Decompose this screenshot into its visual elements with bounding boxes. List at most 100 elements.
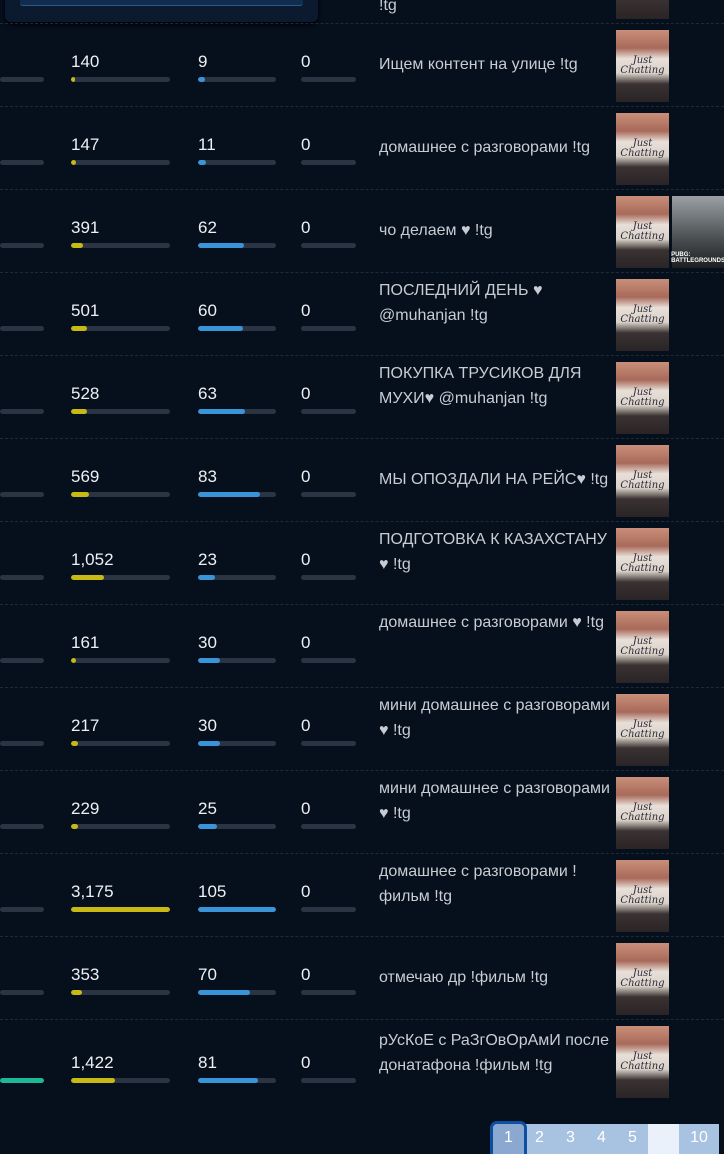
page-button[interactable]: 10	[690, 1129, 708, 1146]
stream-title: мини домашнее с разговорами ♥ !tg	[379, 780, 610, 822]
third-value: 0	[301, 467, 311, 486]
third-bar	[301, 243, 356, 248]
table-row[interactable]: 528 63 0 ПОКУПКА ТРУСИКОВ ДЛЯ МУХИ♥ @muh…	[0, 356, 724, 439]
page-button[interactable]: 4	[597, 1129, 606, 1146]
third-value: 0	[301, 384, 311, 403]
chatters-value: 83	[198, 467, 217, 486]
table-row[interactable]: 140 9 0 Ищем контент на улице !tg Just C…	[0, 24, 724, 107]
table-row[interactable]: 3,175 105 0 домашнее с разговорами ! фил…	[0, 854, 724, 937]
third-bar	[301, 990, 356, 995]
bar-fill	[71, 824, 79, 829]
table-row[interactable]: 161 30 0 домашнее с разговорами ♥ !tg Ju…	[0, 605, 724, 688]
chatters-bar	[198, 160, 276, 165]
views-bar	[71, 409, 170, 414]
table-row[interactable]: 569 83 0 МЫ ОПОЗДАЛИ НА РЕЙС♥ !tg Just C…	[0, 439, 724, 522]
bar-col0	[0, 160, 44, 165]
chatters-bar	[198, 243, 276, 248]
chatters-value: 62	[198, 218, 217, 237]
table-row[interactable]: 1,422 81 0 рУсКоЕ с РаЗгОвОрАмИ после до…	[0, 1020, 724, 1120]
third-value: 0	[301, 301, 311, 320]
views-value: 1,052	[71, 550, 114, 569]
bar-col0	[0, 824, 44, 829]
views-bar	[71, 658, 170, 663]
bar-fill	[71, 160, 76, 165]
bar-fill	[198, 741, 221, 746]
bar-col0	[0, 243, 44, 248]
views-value: 391	[71, 218, 100, 237]
table-row[interactable]: 501 60 0 ПОСЛЕДНИЙ ДЕНЬ ♥ @muhanjan !tg …	[0, 273, 724, 356]
stream-title: ПОКУПКА ТРУСИКОВ ДЛЯ МУХИ♥ @muhanjan !tg	[379, 365, 582, 407]
bar-fill	[198, 658, 221, 663]
bar-fill	[0, 1078, 44, 1083]
category-thumbnail[interactable]: Just Chatting	[616, 445, 669, 517]
category-name: Just Chatting	[620, 719, 665, 740]
views-bar	[71, 990, 170, 995]
page-button[interactable]	[648, 1124, 679, 1154]
views-bar	[71, 824, 170, 829]
category-thumbnail[interactable]: Just Chatting	[616, 196, 669, 268]
bar-fill	[71, 326, 87, 331]
views-value: 140	[71, 52, 100, 71]
third-value: 0	[301, 633, 311, 652]
third-bar	[301, 77, 356, 82]
chatters-bar	[198, 77, 276, 82]
category-thumbnail[interactable]: Just Chatting	[616, 362, 669, 434]
table-row: !tg	[0, 0, 724, 24]
category-thumbnail[interactable]: Just Chatting	[616, 694, 669, 766]
category-thumbnail[interactable]: Just Chatting	[616, 1026, 669, 1098]
views-bar	[71, 741, 170, 746]
stream-title: ПОСЛЕДНИЙ ДЕНЬ ♥ @muhanjan !tg	[379, 282, 543, 324]
stream-title: домашнее с разговорами !tg	[379, 139, 591, 156]
bar-fill	[71, 243, 84, 248]
category-thumbnail[interactable]: Just Chatting	[616, 777, 669, 849]
chatters-value: 25	[198, 799, 217, 818]
bar-col0	[0, 77, 44, 82]
category-thumbnail[interactable]: Just Chatting	[616, 279, 669, 351]
views-value: 1,422	[71, 1053, 114, 1072]
category-name: Just Chatting	[620, 1051, 665, 1072]
bar-fill	[198, 1078, 259, 1083]
third-value: 0	[301, 716, 311, 735]
page-button[interactable]: 1	[490, 1121, 527, 1154]
chatters-bar	[198, 1078, 276, 1083]
third-bar	[301, 1078, 356, 1083]
bar-fill	[71, 741, 78, 746]
table-row[interactable]: 353 70 0 отмечаю др !фильм !tg Just Chat…	[0, 937, 724, 1020]
category-thumbnail[interactable]: Just Chatting	[616, 113, 669, 185]
page-button[interactable]: 5	[628, 1129, 637, 1146]
chatters-value: 30	[198, 633, 217, 652]
dropdown-option[interactable]	[20, 0, 303, 6]
bar-fill	[198, 77, 205, 82]
category-thumbnail[interactable]: Just Chatting	[616, 528, 669, 600]
table-row[interactable]: 1,052 23 0 ПОДГОТОВКА К КАЗАХСТАНУ ♥ !tg…	[0, 522, 724, 605]
views-value: 528	[71, 384, 100, 403]
stream-title: ПОДГОТОВКА К КАЗАХСТАНУ ♥ !tg	[379, 531, 607, 573]
category-thumbnail[interactable]: Just Chatting	[616, 30, 669, 102]
views-bar	[71, 77, 170, 82]
table-row[interactable]: 391 62 0 чо делаем ♥ !tg Just Chatting P…	[0, 190, 724, 273]
category-thumbnail[interactable]: Just Chatting	[616, 943, 669, 1015]
dropdown-panel	[5, 0, 318, 22]
table-row[interactable]: 147 11 0 домашнее с разговорами !tg Just…	[0, 107, 724, 190]
bar-fill	[198, 907, 276, 912]
bar-fill	[198, 824, 217, 829]
bar-col0	[0, 409, 44, 414]
category-thumbnail-2[interactable]: PUBG: BATTLEGROUNDS	[671, 196, 724, 268]
category-thumbnail[interactable]: Just Chatting	[616, 611, 669, 683]
table-row[interactable]: 229 25 0 мини домашнее с разговорами ♥ !…	[0, 771, 724, 854]
category-thumbnail[interactable]	[616, 0, 669, 19]
chatters-value: 81	[198, 1053, 217, 1072]
page-button[interactable]: 2	[535, 1129, 544, 1146]
chatters-bar	[198, 575, 276, 580]
chatters-value: 9	[198, 52, 208, 71]
chatters-bar	[198, 907, 276, 912]
category-thumbnail[interactable]: Just Chatting	[616, 860, 669, 932]
bar-fill	[198, 575, 216, 580]
table-row[interactable]: 217 30 0 мини домашнее с разговорами ♥ !…	[0, 688, 724, 771]
category-name: Just Chatting	[620, 968, 665, 989]
chatters-value: 30	[198, 716, 217, 735]
views-value: 217	[71, 716, 100, 735]
third-bar	[301, 492, 356, 497]
bar-fill	[198, 160, 207, 165]
page-button[interactable]: 3	[566, 1129, 575, 1146]
